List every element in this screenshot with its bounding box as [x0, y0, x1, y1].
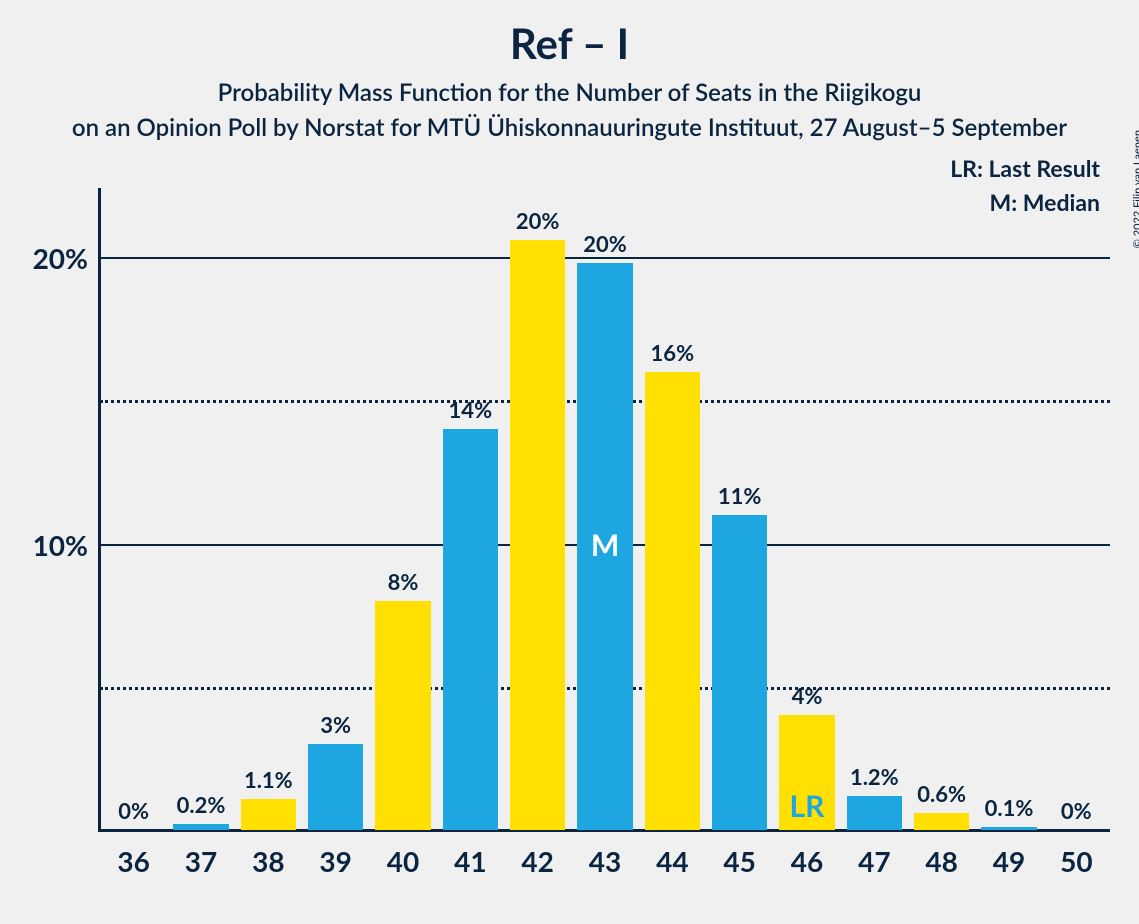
- x-tick-label: 45: [706, 844, 773, 878]
- y-tick-label: 10%: [8, 528, 88, 562]
- median-marker: M: [577, 527, 632, 563]
- chart-title: Ref – I: [0, 0, 1139, 68]
- x-tick-label: 36: [100, 844, 167, 878]
- x-tick-label: 47: [841, 844, 908, 878]
- x-tick-label: 39: [302, 844, 369, 878]
- x-tick-label: 41: [437, 844, 504, 878]
- bar: [712, 515, 767, 830]
- bar-value-label: 0%: [1036, 797, 1116, 824]
- bar: [847, 796, 902, 830]
- last-result-marker: LR: [779, 788, 834, 824]
- legend-last-result: LR: Last Result: [950, 154, 1100, 182]
- legend-median: M: Median: [990, 188, 1100, 216]
- x-tick-label: 46: [773, 844, 840, 878]
- chart-subtitle-1: Probability Mass Function for the Number…: [0, 78, 1139, 107]
- bar: [173, 824, 228, 830]
- x-tick-label: 37: [167, 844, 234, 878]
- bar: [308, 744, 363, 830]
- x-tick-label: 50: [1043, 844, 1110, 878]
- chart-subtitle-2: on an Opinion Poll by Norstat for MTÜ Üh…: [0, 113, 1139, 142]
- bar: [375, 601, 430, 830]
- bar-value-label: 16%: [632, 339, 712, 366]
- bar-value-label: 20%: [565, 230, 645, 257]
- bar-value-label: 11%: [700, 482, 780, 509]
- y-tick-label: 20%: [8, 241, 88, 275]
- y-axis-line: [98, 188, 101, 830]
- bar-value-label: 3%: [296, 711, 376, 738]
- bar-value-label: 1.1%: [228, 766, 308, 793]
- bar-value-label: 14%: [430, 396, 510, 423]
- gridline-major: [100, 257, 1110, 259]
- x-tick-label: 42: [504, 844, 571, 878]
- bar: [981, 827, 1036, 830]
- copyright-text: © 2022 Filip van Laenen: [1131, 130, 1139, 248]
- bar: [241, 799, 296, 831]
- x-tick-label: 40: [369, 844, 436, 878]
- bar-value-label: 8%: [363, 568, 443, 595]
- bar: [510, 240, 565, 830]
- bar-value-label: 4%: [767, 682, 847, 709]
- bar: [914, 813, 969, 830]
- x-tick-label: 43: [571, 844, 638, 878]
- chart-plot-area: 0%0.2%1.1%3%8%14%20%20%M16%11%4%LR1.2%0.…: [100, 200, 1110, 830]
- bar-value-label: 0.2%: [161, 791, 241, 818]
- x-tick-label: 44: [639, 844, 706, 878]
- x-tick-label: 49: [975, 844, 1042, 878]
- x-tick-label: 48: [908, 844, 975, 878]
- bar: [443, 429, 498, 830]
- bar: [645, 372, 700, 830]
- x-tick-label: 38: [235, 844, 302, 878]
